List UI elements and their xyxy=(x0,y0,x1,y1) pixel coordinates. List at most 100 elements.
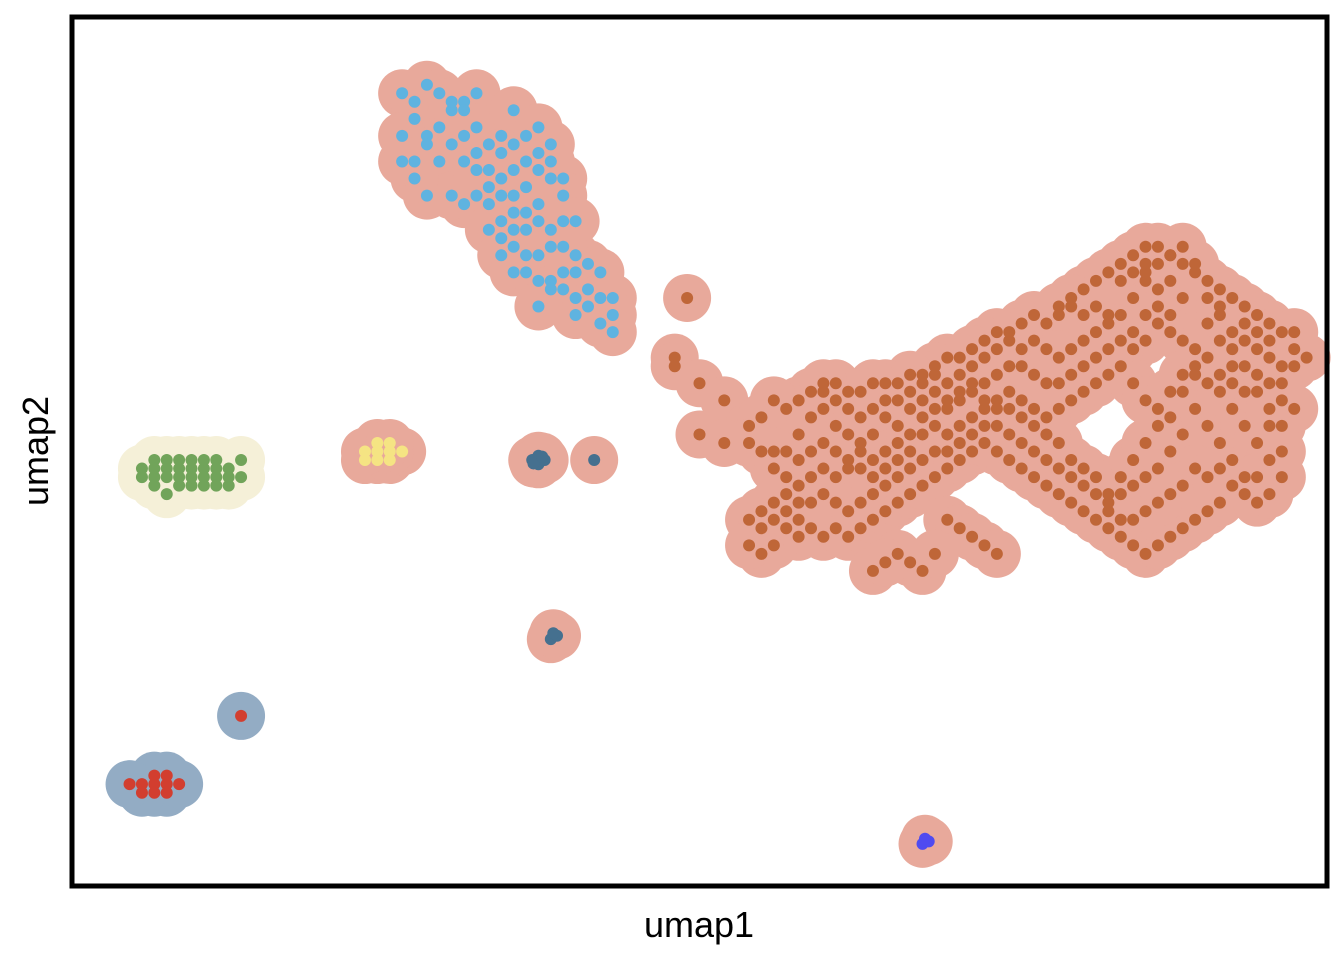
cluster-brown-point xyxy=(1139,240,1152,253)
cluster-lightblue-point xyxy=(532,300,545,313)
cluster-brown-point xyxy=(1164,385,1177,398)
cluster-brown-point xyxy=(817,530,830,543)
cluster-lightblue-point xyxy=(594,317,607,330)
cluster-brown-point xyxy=(1114,309,1127,322)
cluster-brown-point xyxy=(941,402,954,415)
cluster-brown-point xyxy=(767,513,780,526)
cluster-brown-point xyxy=(1114,274,1127,287)
cluster-brown-point xyxy=(1139,309,1152,322)
cluster-brown-point xyxy=(1275,360,1288,373)
cluster-brown-point xyxy=(1077,283,1090,296)
cluster-lightblue-point xyxy=(507,138,520,151)
cluster-green-point xyxy=(148,462,161,475)
cluster-brown-point xyxy=(966,343,979,356)
cluster-brown-point xyxy=(792,513,805,526)
cluster-points-layer xyxy=(123,78,1313,850)
cluster-red-point xyxy=(148,786,161,799)
cluster-lightblue-point xyxy=(433,87,446,100)
cluster-brown-point xyxy=(1176,522,1189,535)
cluster-brown-point xyxy=(1213,334,1226,347)
cluster-green-point xyxy=(210,479,223,492)
cluster-lightblue-point xyxy=(470,146,483,159)
cluster-brown-point xyxy=(829,471,842,484)
cluster-brown-point xyxy=(866,488,879,501)
cluster-lightblue-point xyxy=(482,198,495,211)
cluster-brown-point xyxy=(829,522,842,535)
cluster-brown-point xyxy=(928,419,941,432)
cluster-brown-point xyxy=(1052,436,1065,449)
cluster-green-point xyxy=(222,479,235,492)
cluster-lightblue-point xyxy=(482,223,495,236)
cluster-brown-point xyxy=(879,411,892,424)
cluster-brown-point xyxy=(1226,377,1239,390)
cluster-brown-point xyxy=(1127,454,1140,467)
cluster-brown-point xyxy=(718,394,731,407)
cluster-brown-point xyxy=(780,402,793,415)
cluster-brown-point xyxy=(1077,462,1090,475)
cluster-lightblue-point xyxy=(458,198,471,211)
cluster-lightblue-point xyxy=(445,95,458,108)
cluster-green-point xyxy=(148,471,161,484)
cluster-brown-point xyxy=(792,496,805,509)
cluster-brown-point xyxy=(904,428,917,441)
cluster-brown-point xyxy=(1089,471,1102,484)
cluster-red-point xyxy=(135,778,148,791)
cluster-brown-point xyxy=(854,496,867,509)
cluster-lightblue-point xyxy=(470,189,483,202)
cluster-brown-point xyxy=(1288,343,1301,356)
cluster-brown-point xyxy=(1089,351,1102,364)
cluster-brown-point xyxy=(1052,377,1065,390)
cluster-lightblue-point xyxy=(482,164,495,177)
cluster-brown-point xyxy=(1052,300,1065,313)
cluster-brown-point xyxy=(1176,428,1189,441)
cluster-brown-point xyxy=(1201,505,1214,518)
cluster-brown-point xyxy=(854,385,867,398)
cluster-lightblue-point xyxy=(408,95,421,108)
cluster-brown-point xyxy=(1164,309,1177,322)
cluster-brown-point xyxy=(1263,351,1276,364)
cluster-brown-point xyxy=(904,488,917,501)
cluster-lightblue-point xyxy=(420,189,433,202)
cluster-brown-point xyxy=(817,402,830,415)
cluster-brown-point xyxy=(941,445,954,458)
cluster-brown-point xyxy=(891,547,904,560)
cluster-brown-point xyxy=(879,377,892,390)
cluster-lightblue-point xyxy=(495,189,508,202)
cluster-brown-point xyxy=(1139,471,1152,484)
cluster-brown-point xyxy=(817,436,830,449)
cluster-brown-point xyxy=(842,385,855,398)
cluster-brown-point xyxy=(1015,360,1028,373)
cluster-lightblue-point xyxy=(507,240,520,253)
cluster-brown-point xyxy=(953,368,966,381)
cluster-brown-point xyxy=(1089,377,1102,390)
cluster-green-point xyxy=(235,454,248,467)
cluster-brown-point xyxy=(1127,343,1140,356)
cluster-brown-point xyxy=(1139,266,1152,279)
cluster-brown-point xyxy=(854,411,867,424)
cluster-lightblue-point xyxy=(507,223,520,236)
cluster-brown-point xyxy=(1065,300,1078,313)
cluster-brown-point xyxy=(829,377,842,390)
cluster-brown-point xyxy=(1077,309,1090,322)
cluster-green-point xyxy=(160,488,173,501)
cluster-brown-point xyxy=(1102,343,1115,356)
cluster-lightblue-point xyxy=(594,291,607,304)
cluster-green-point xyxy=(235,471,248,484)
cluster-brown-point xyxy=(1139,547,1152,560)
cluster-brown-point xyxy=(1028,368,1041,381)
cluster-lightblue-point xyxy=(520,266,533,279)
cluster-lightblue-point xyxy=(445,104,458,117)
cluster-brown-point xyxy=(866,454,879,467)
cluster-lightblue-point xyxy=(544,223,557,236)
cluster-brown-point xyxy=(941,351,954,364)
cluster-slate-point xyxy=(588,454,601,467)
cluster-brown-point xyxy=(767,496,780,509)
cluster-brown-point xyxy=(990,402,1003,415)
cluster-brown-point xyxy=(1213,283,1226,296)
cluster-brown-point xyxy=(1275,394,1288,407)
cluster-lightblue-point xyxy=(495,249,508,262)
cluster-brown-point xyxy=(1151,300,1164,313)
cluster-halo-layer xyxy=(105,60,1331,868)
cluster-brown-point xyxy=(928,547,941,560)
cluster-brown-point xyxy=(879,479,892,492)
